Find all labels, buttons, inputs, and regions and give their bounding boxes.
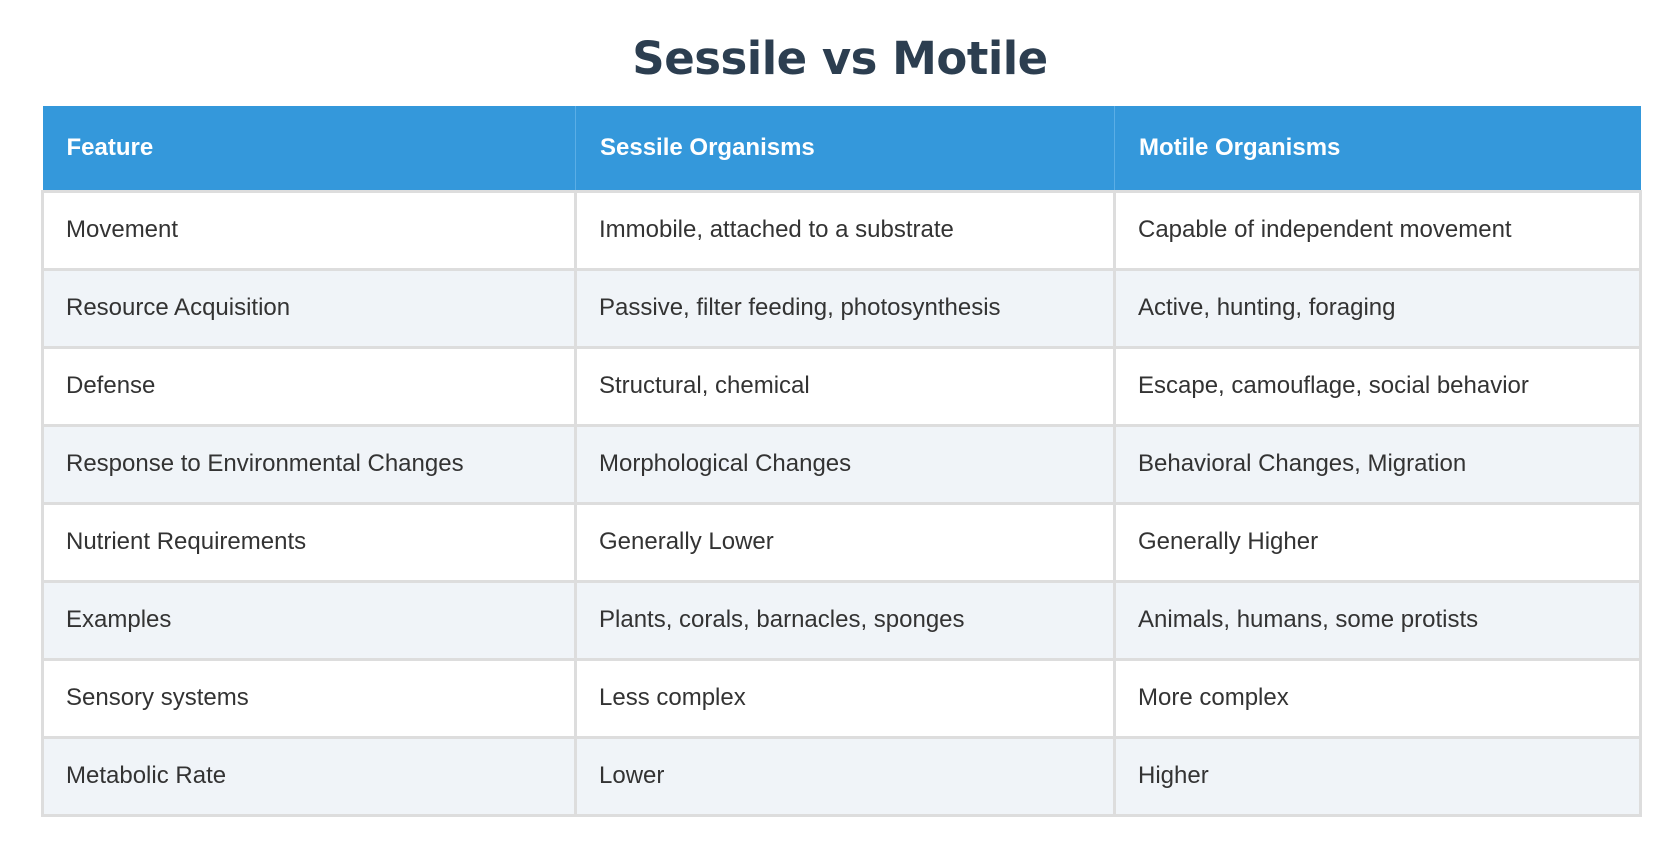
sessile-cell: Less complex [574, 657, 1116, 739]
column-header-feature: Feature [42, 106, 576, 193]
page-title: Sessile vs Motile [632, 32, 1048, 85]
table-row: Nutrient Requirements Generally Lower Ge… [41, 501, 1642, 583]
motile-cell: Escape, camouflage, social behavior [1113, 345, 1642, 427]
table-row: Defense Structural, chemical Escape, cam… [41, 345, 1642, 427]
sessile-cell: Passive, filter feeding, photosynthesis [574, 267, 1116, 349]
table-row: Response to Environmental Changes Morpho… [41, 423, 1642, 505]
sessile-cell: Morphological Changes [574, 423, 1116, 505]
motile-cell: Behavioral Changes, Migration [1113, 423, 1642, 505]
table-header-row: Feature Sessile Organisms Motile Organis… [42, 106, 1641, 193]
motile-cell: Higher [1113, 735, 1642, 817]
feature-cell: Nutrient Requirements [41, 501, 577, 583]
feature-cell: Examples [41, 579, 577, 661]
motile-cell: Active, hunting, foraging [1113, 267, 1642, 349]
table-row: Resource Acquisition Passive, filter fee… [41, 267, 1642, 349]
feature-cell: Defense [41, 345, 577, 427]
table-row: Sensory systems Less complex More comple… [41, 657, 1642, 739]
motile-cell: Generally Higher [1113, 501, 1642, 583]
column-header-motile: Motile Organisms [1114, 106, 1641, 193]
feature-cell: Sensory systems [41, 657, 577, 739]
sessile-cell: Immobile, attached to a substrate [574, 189, 1116, 271]
table-row: Examples Plants, corals, barnacles, spon… [41, 579, 1642, 661]
table-row: Metabolic Rate Lower Higher [41, 735, 1642, 817]
feature-cell: Resource Acquisition [41, 267, 577, 349]
feature-cell: Metabolic Rate [41, 735, 577, 817]
motile-cell: More complex [1113, 657, 1642, 739]
sessile-cell: Lower [574, 735, 1116, 817]
sessile-cell: Generally Lower [574, 501, 1116, 583]
comparison-table: Feature Sessile Organisms Motile Organis… [41, 106, 1642, 817]
table-row: Movement Immobile, attached to a substra… [41, 189, 1642, 271]
motile-cell: Capable of independent movement [1113, 189, 1642, 271]
sessile-cell: Structural, chemical [574, 345, 1116, 427]
motile-cell: Animals, humans, some protists [1113, 579, 1642, 661]
sessile-cell: Plants, corals, barnacles, sponges [574, 579, 1116, 661]
feature-cell: Movement [41, 189, 577, 271]
column-header-sessile: Sessile Organisms [575, 106, 1115, 193]
feature-cell: Response to Environmental Changes [41, 423, 577, 505]
